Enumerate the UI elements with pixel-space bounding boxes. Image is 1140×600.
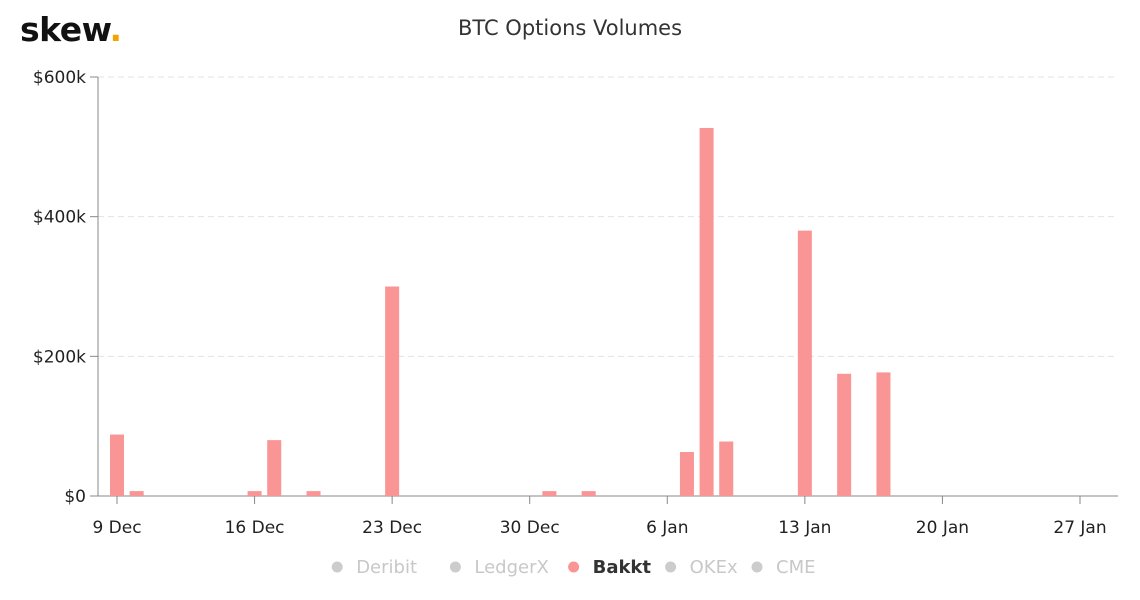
legend-label: LedgerX <box>474 557 548 578</box>
legend-label: CME <box>776 557 815 578</box>
logo-text: skew <box>20 10 110 49</box>
bar-bakkt <box>837 373 852 496</box>
legend-marker <box>751 561 763 573</box>
bar-bakkt <box>306 491 321 496</box>
x-tick-label: 16 Dec <box>225 518 285 538</box>
legend-item-okex[interactable]: OKEx <box>665 557 738 578</box>
bar-bakkt <box>581 491 596 496</box>
y-tick-label: $600k <box>33 68 86 88</box>
bar-bakkt <box>110 434 124 496</box>
chart-title: BTC Options Volumes <box>457 16 683 40</box>
legend-label: Bakkt <box>593 557 652 578</box>
bar-bakkt <box>699 127 714 496</box>
axes: $0 $200k $400k $600k 9 Dec 16 Dec 23 Dec 30 Dec… <box>33 68 1118 538</box>
legend-marker <box>665 561 677 573</box>
bar-bakkt <box>247 491 262 496</box>
bar-bakkt <box>876 372 891 496</box>
legend-label: Deribit <box>356 557 417 578</box>
legend-item-ledgerx[interactable]: LedgerX <box>449 557 549 578</box>
x-tick-label: 9 Dec <box>92 518 141 538</box>
x-tick-label: 30 Dec <box>500 518 560 538</box>
bar-bakkt <box>719 441 734 496</box>
bar-bakkt <box>385 286 400 496</box>
y-tick-label: $200k <box>33 347 86 367</box>
x-tick-label: 23 Dec <box>362 518 422 538</box>
grid-lines <box>98 76 1118 357</box>
x-tick-label: 20 Jan <box>916 518 969 538</box>
legend-marker <box>449 561 461 573</box>
bar-bakkt <box>542 491 557 496</box>
bar-bakkt <box>679 452 694 496</box>
bar-bakkt <box>797 230 812 496</box>
x-tick-label: 27 Jan <box>1053 518 1106 538</box>
logo-dot: . <box>109 10 122 49</box>
legend-item-bakkt[interactable]: Bakkt <box>568 557 651 578</box>
legend-label: OKEx <box>690 557 738 578</box>
y-tick-label: $400k <box>33 208 86 228</box>
x-tick-label: 6 Jan <box>646 518 688 538</box>
legend-item-cme[interactable]: CME <box>751 557 816 578</box>
y-tick-label: $0 <box>64 487 86 507</box>
legend-marker <box>331 561 343 573</box>
legend-marker <box>568 561 580 573</box>
bar-bakkt <box>267 440 282 496</box>
skew-logo: skew. <box>20 10 122 49</box>
bars <box>110 127 891 496</box>
legend: Deribit LedgerX Bakkt OKEx CME <box>331 557 816 578</box>
x-tick-label: 13 Jan <box>778 518 831 538</box>
bar-bakkt <box>129 491 144 496</box>
legend-item-deribit[interactable]: Deribit <box>331 557 417 578</box>
